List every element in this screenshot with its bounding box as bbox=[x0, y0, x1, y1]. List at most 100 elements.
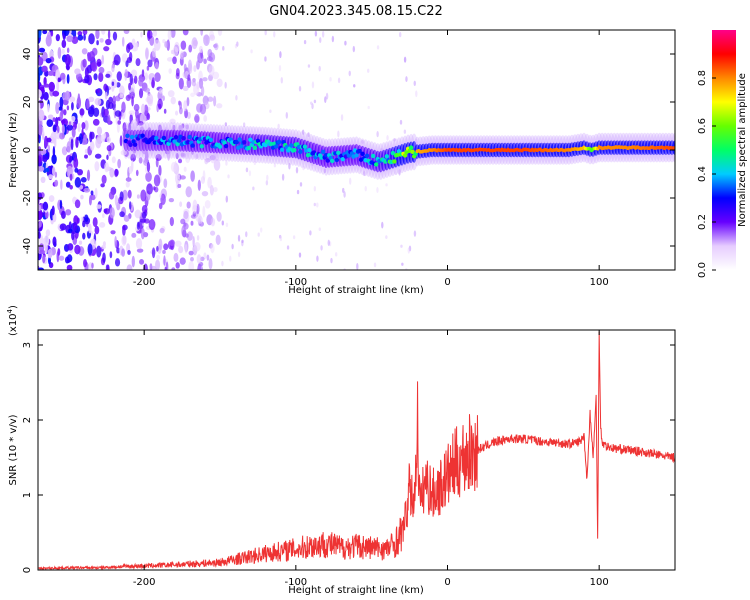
heatmap-noise-cell bbox=[137, 121, 144, 126]
heatmap-noise-cell bbox=[94, 153, 102, 159]
heatmap-noise-cell bbox=[47, 174, 54, 180]
heatmap-noise-cell bbox=[87, 243, 93, 255]
heatmap-noise-cell bbox=[200, 85, 205, 97]
heatmap-noise-cell bbox=[279, 51, 282, 59]
heatmap-noise-cell bbox=[207, 176, 212, 189]
snr-x-tick-label: -100 bbox=[284, 577, 307, 588]
heatmap-noise-cell bbox=[66, 64, 70, 70]
spectrogram-heatmap bbox=[38, 30, 675, 270]
heatmap-noise-cell bbox=[40, 149, 47, 155]
heatmap-noise-cell bbox=[200, 30, 203, 36]
heatmap-noise-cell bbox=[186, 96, 190, 107]
heatmap-noise-cell bbox=[234, 43, 238, 49]
heatmap-ridge-cell bbox=[279, 147, 285, 152]
snr-y-tick-label: 0 bbox=[22, 567, 33, 573]
heatmap-noise-cell bbox=[140, 31, 143, 38]
heatmap-noise-cell bbox=[165, 261, 169, 270]
heatmap-noise-cell bbox=[119, 85, 125, 97]
heatmap-noise-cell bbox=[222, 46, 225, 51]
heatmap-noise-cell bbox=[101, 244, 106, 250]
heatmap-noise-cell bbox=[66, 264, 73, 270]
heatmap-noise-cell bbox=[180, 218, 186, 225]
heatmap-noise-cell bbox=[344, 40, 347, 46]
heatmap-noise-cell bbox=[119, 94, 124, 99]
heatmap-ridge-cell bbox=[302, 144, 308, 149]
heatmap-noise-cell bbox=[334, 252, 338, 257]
heatmap-noise-cell bbox=[77, 93, 81, 104]
heatmap-noise-cell bbox=[109, 207, 115, 219]
heatmap-noise-cell bbox=[122, 225, 126, 237]
heatmap-noise-cell bbox=[155, 259, 161, 270]
heatmap-noise-cell bbox=[183, 63, 187, 72]
heatmap-noise-cell bbox=[131, 232, 137, 238]
heatmap-noise-cell bbox=[166, 57, 173, 62]
heatmap-noise-cell bbox=[95, 30, 100, 40]
heatmap-noise-cell bbox=[59, 223, 67, 231]
heatmap-noise-cell bbox=[80, 216, 84, 222]
heatmap-noise-cell bbox=[122, 189, 128, 201]
heatmap-noise-cell bbox=[95, 137, 102, 149]
heatmap-noise-cell bbox=[193, 242, 201, 252]
heatmap-noise-cell bbox=[139, 218, 147, 223]
heatmap-noise-cell bbox=[361, 139, 364, 144]
heatmap-noise-cell bbox=[173, 252, 179, 262]
heatmap-noise-cell bbox=[130, 119, 138, 130]
heatmap-noise-cell bbox=[235, 95, 238, 101]
heatmap-ridge-cell bbox=[248, 137, 253, 142]
heatmap-noise-cell bbox=[188, 44, 193, 53]
heatmap-noise-cell bbox=[141, 211, 147, 219]
heatmap-noise-cell bbox=[86, 52, 91, 58]
heatmap-noise-cell bbox=[128, 110, 136, 116]
heatmap-noise-cell bbox=[83, 187, 91, 193]
heatmap-noise-cell bbox=[59, 96, 64, 109]
heatmap-noise-cell bbox=[273, 31, 276, 38]
heatmap-noise-cell bbox=[153, 39, 161, 51]
heatmap-noise-cell bbox=[146, 93, 154, 105]
heatmap-noise-cell bbox=[78, 133, 83, 145]
heatmap-ridge-cell bbox=[390, 150, 396, 156]
heatmap-noise-cell bbox=[227, 174, 230, 179]
heatmap-noise-cell bbox=[164, 41, 169, 48]
heatmap-ridge-cell bbox=[246, 145, 252, 151]
heatmap-noise-cell bbox=[61, 48, 65, 55]
heatmap-noise-cell bbox=[130, 153, 136, 162]
heatmap-noise-cell bbox=[108, 191, 115, 200]
spectrogram-x-label: Height of straight line (km) bbox=[288, 285, 424, 296]
heatmap-noise-cell bbox=[125, 181, 130, 188]
heatmap-noise-cell bbox=[52, 146, 56, 158]
heatmap-noise-cell bbox=[348, 70, 351, 77]
heatmap-ridge-cell bbox=[132, 142, 138, 147]
heatmap-noise-cell bbox=[185, 233, 189, 238]
heatmap-ridge-cell bbox=[199, 144, 204, 149]
heatmap-noise-cell bbox=[82, 58, 87, 68]
heatmap-noise-cell bbox=[54, 171, 58, 178]
heatmap-noise-cell bbox=[331, 35, 335, 43]
heatmap-noise-cell bbox=[153, 174, 161, 187]
spectrogram-y-tick-label: -20 bbox=[22, 190, 33, 206]
heatmap-noise-cell bbox=[54, 179, 59, 187]
spectrogram-x-tick-label: -100 bbox=[284, 277, 307, 288]
heatmap-noise-cell bbox=[119, 191, 124, 201]
heatmap-noise-cell bbox=[74, 68, 81, 75]
heatmap-noise-cell bbox=[96, 126, 103, 136]
heatmap-noise-cell bbox=[69, 96, 76, 103]
heatmap-noise-cell bbox=[52, 124, 57, 133]
heatmap-noise-cell bbox=[108, 96, 113, 104]
heatmap-noise-cell bbox=[88, 223, 92, 234]
heatmap-noise-cell bbox=[117, 158, 121, 169]
heatmap-noise-cell bbox=[175, 262, 180, 269]
heatmap-ridge-cell bbox=[330, 158, 335, 164]
heatmap-noise-cell bbox=[60, 179, 63, 191]
heatmap-ridge-cell bbox=[325, 158, 330, 163]
heatmap-noise-cell bbox=[109, 251, 113, 259]
heatmap-noise-cell bbox=[224, 122, 228, 127]
heatmap-noise-cell bbox=[83, 33, 86, 41]
heatmap-noise-cell bbox=[103, 208, 108, 213]
heatmap-noise-cell bbox=[94, 225, 100, 235]
heatmap-noise-cell bbox=[245, 231, 248, 238]
heatmap-noise-cell bbox=[98, 66, 105, 74]
heatmap-noise-cell bbox=[181, 225, 187, 238]
heatmap-noise-cell bbox=[88, 33, 95, 45]
heatmap-noise-cell bbox=[329, 76, 332, 82]
heatmap-noise-cell bbox=[103, 132, 107, 139]
